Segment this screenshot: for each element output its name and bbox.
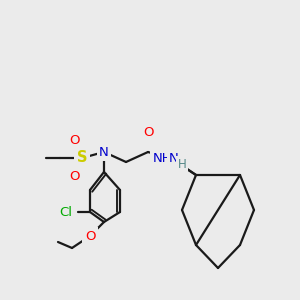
Text: NH: NH (152, 152, 172, 166)
Text: O: O (69, 169, 79, 182)
Text: N: N (169, 152, 179, 164)
Text: S: S (77, 151, 87, 166)
Text: O: O (143, 127, 153, 140)
Text: N: N (99, 146, 109, 158)
Text: O: O (85, 230, 95, 242)
Text: Cl: Cl (59, 206, 72, 218)
Text: H: H (178, 158, 186, 170)
Text: O: O (69, 134, 79, 146)
